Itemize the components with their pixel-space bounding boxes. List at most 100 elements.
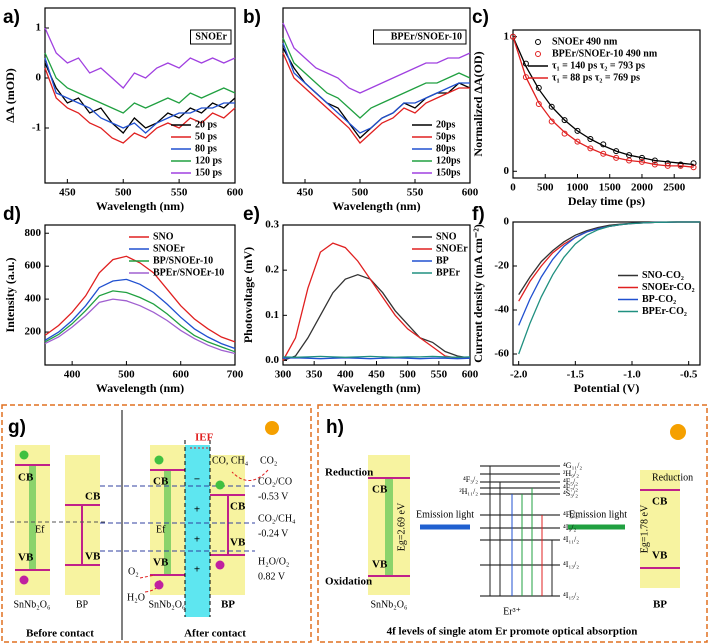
legend-marker — [535, 39, 541, 45]
legend-label: SNOEr-CO₂ — [642, 282, 695, 293]
series-line — [44, 298, 236, 355]
y-tick-label: 400 — [25, 293, 42, 305]
x-axis-label: Delay time (ps) — [568, 194, 645, 208]
label: O₂ — [128, 566, 139, 577]
panel-frame — [1, 404, 312, 643]
label: VB — [372, 559, 388, 571]
level-label: ⁴F₅/₂ — [563, 477, 578, 486]
level-label: ²H₉/₂ — [563, 469, 579, 478]
label: CB — [230, 501, 246, 513]
legend-label: 120ps — [436, 155, 461, 166]
x-tick-label: 600 — [462, 369, 479, 381]
point — [613, 148, 620, 155]
legend-marker — [535, 51, 541, 57]
y-tick-label: 0.2 — [265, 264, 279, 276]
panel-letter: d) — [3, 204, 21, 225]
y-tick-label: 0.3 — [265, 219, 279, 231]
panel-letter: e) — [243, 204, 260, 225]
label: CB — [85, 491, 101, 503]
label: BP — [653, 599, 667, 611]
sun — [670, 424, 686, 440]
series-line — [44, 57, 235, 134]
series-line — [518, 221, 700, 355]
legend-label: SNOEr 490 nm — [552, 36, 618, 47]
series-line — [282, 52, 470, 144]
label: CO, CH₄ — [212, 455, 249, 466]
label: CB — [153, 476, 169, 488]
annotation: SNOEr — [195, 31, 227, 42]
level-label: ⁴G₁₁/₂ — [563, 461, 582, 470]
x-axis-label: Wavelength (nm) — [332, 199, 420, 213]
series-line — [282, 355, 471, 358]
plot-area — [282, 242, 471, 362]
series-line — [282, 42, 470, 134]
x-tick-label: 600 — [172, 369, 189, 381]
x-tick-label: 350 — [306, 369, 323, 381]
legend-label: 20ps — [436, 119, 456, 130]
label: CO₂/CO — [258, 476, 292, 487]
y-axis-label: Intensity (a.u.) — [3, 257, 17, 332]
x-tick-label: -2.0 — [510, 369, 528, 381]
label: + — [194, 534, 200, 546]
label: Reduction — [325, 467, 373, 479]
label: Emission light — [569, 509, 627, 520]
legend-label: 80ps — [436, 143, 456, 154]
point — [690, 160, 697, 167]
legend-label: 50 ps — [195, 131, 217, 142]
y-tick-label: -1 — [32, 122, 41, 134]
legend-label: 150ps — [436, 167, 461, 178]
point — [510, 33, 516, 40]
series-line — [512, 36, 694, 166]
y-tick-label: -60 — [494, 348, 509, 360]
label: VB — [153, 557, 169, 569]
y-tick-label: 0 — [36, 72, 42, 84]
x-tick-label: 450 — [59, 187, 76, 199]
x-tick-label: 400 — [337, 369, 354, 381]
x-tick-label: 450 — [297, 187, 314, 199]
x-tick-label: 2500 — [663, 182, 686, 194]
panel-letter: c) — [472, 7, 489, 28]
label: Before contact — [26, 628, 94, 640]
ief-region — [185, 445, 210, 617]
x-axis-label: Wavelength (nm) — [96, 199, 184, 213]
x-tick-label: 500 — [399, 369, 416, 381]
electron — [154, 455, 164, 465]
plot-frame — [282, 7, 471, 184]
y-tick-label: 0 — [504, 165, 510, 177]
y-axis-label: ΔA (mOD) — [3, 68, 17, 123]
label: − — [194, 474, 200, 486]
x-tick-label: 500 — [118, 369, 135, 381]
plot-area — [510, 33, 697, 171]
y-tick-label: 1 — [36, 22, 42, 34]
series-line — [44, 62, 236, 134]
legend-label: 120 ps — [195, 155, 222, 166]
hole — [154, 580, 164, 590]
x-tick-label: 500 — [115, 187, 132, 199]
plot-frame — [44, 224, 236, 366]
x-tick-label: 2000 — [631, 182, 654, 194]
gap — [385, 478, 393, 576]
x-tick-label: 400 — [64, 369, 81, 381]
legend-label: SNO-CO₂ — [642, 270, 684, 281]
panel-letter: g) — [8, 417, 26, 438]
sun — [265, 421, 279, 435]
label: CB — [18, 472, 34, 484]
label: CB — [652, 496, 668, 508]
level-label: ⁴F₉/₂ — [563, 510, 578, 519]
x-tick-label: 500 — [352, 187, 369, 199]
x-tick-label: -0.5 — [680, 369, 698, 381]
series-line — [44, 52, 236, 114]
label: VB — [85, 551, 101, 563]
label: SnNb₂O₆ — [14, 599, 51, 610]
label: + — [194, 504, 200, 516]
level-label: ⁴I₁₃/₂ — [563, 560, 579, 569]
annotation-box — [373, 29, 467, 45]
x-tick-label: 550 — [171, 187, 188, 199]
plot-frame — [512, 29, 701, 179]
series-line — [282, 357, 471, 360]
legend-label: BP-CO₂ — [642, 294, 676, 305]
level-label: ⁴I₁₁/₂ — [563, 535, 579, 544]
y-tick-label: 800 — [25, 227, 42, 239]
y-tick-label: 0 — [504, 216, 510, 228]
x-axis-label: Wavelength (nm) — [332, 381, 420, 395]
